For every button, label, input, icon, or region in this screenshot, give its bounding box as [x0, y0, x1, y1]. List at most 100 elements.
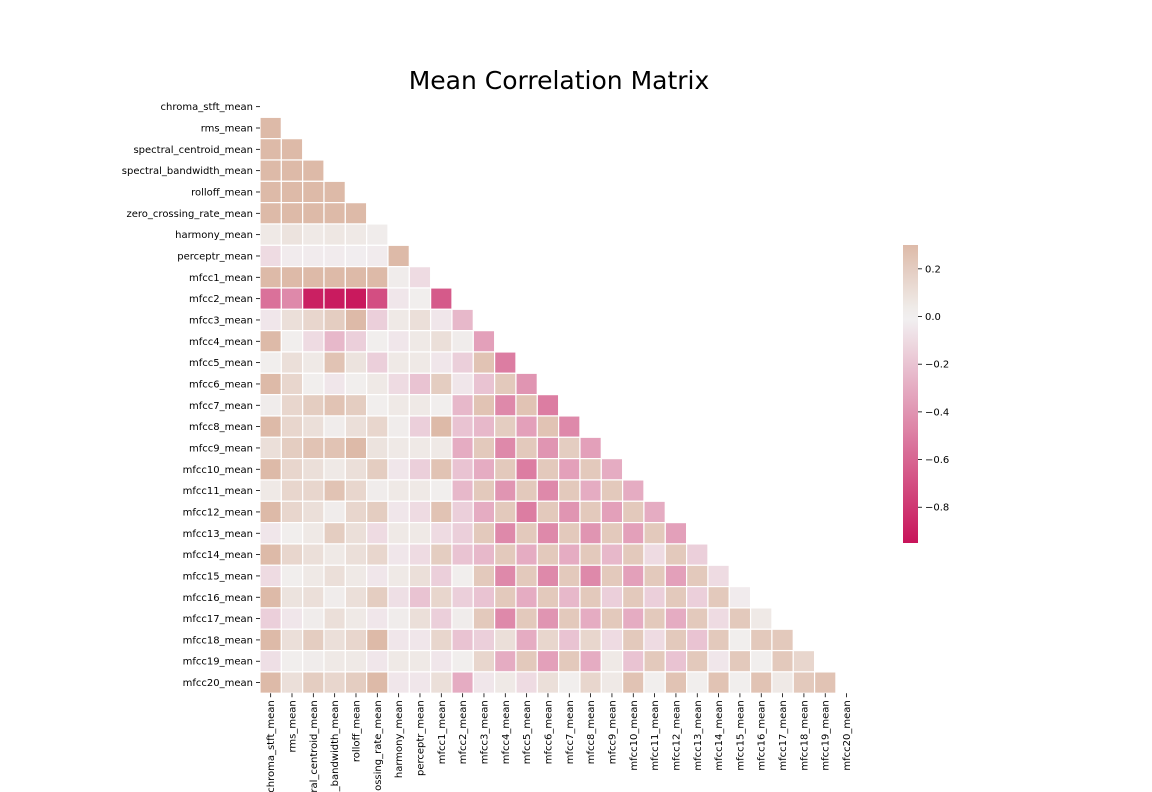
heatmap-cell: [259, 415, 282, 438]
heatmap-cell: [558, 415, 581, 438]
heatmap-cell: [579, 585, 602, 609]
heatmap-cell: [536, 436, 560, 460]
heatmap-cell: [302, 585, 325, 609]
heatmap-cell: [323, 628, 346, 652]
heatmap-cell: [259, 372, 282, 396]
heatmap-cell: [451, 372, 474, 396]
heatmap-cell: [302, 671, 325, 694]
heatmap-cell: [366, 351, 389, 374]
colorbar-tick-label: −0.4: [925, 407, 949, 418]
heatmap-cell: [685, 628, 709, 652]
heatmap-cell: [451, 394, 474, 417]
heatmap-cell: [558, 607, 581, 630]
heatmap-cell: [408, 308, 432, 332]
heatmap-cell: [600, 564, 624, 588]
y-tick-label: spectral_centroid_mean: [133, 145, 253, 156]
heatmap-cell: [536, 500, 560, 524]
heatmap-cell: [643, 649, 666, 673]
heatmap-cell: [259, 159, 282, 182]
x-tick-label: mfcc8_mean: [586, 700, 597, 764]
heatmap-cell: [494, 479, 517, 502]
heatmap-cell: [259, 436, 282, 460]
heatmap-cell: [430, 308, 453, 332]
heatmap-cell: [771, 649, 794, 673]
heatmap-cell: [259, 351, 282, 374]
heatmap-cell: [387, 394, 410, 417]
heatmap-cell: [515, 372, 538, 396]
heatmap-cell: [259, 180, 282, 204]
y-tick-label: mfcc3_mean: [189, 315, 253, 326]
x-tick-label: rolloff_mean: [351, 700, 362, 762]
heatmap-cell: [280, 351, 304, 374]
x-tick-label: mfcc16_mean: [757, 700, 768, 770]
y-tick-label: mfcc4_mean: [189, 337, 253, 348]
y-tick-label: zero_crossing_rate_mean: [127, 209, 253, 220]
heatmap-cell: [302, 308, 325, 332]
heatmap-cell: [515, 394, 538, 417]
heatmap-cell: [494, 500, 517, 524]
heatmap-cell: [643, 500, 666, 524]
heatmap-cells: [259, 116, 837, 694]
colorbar-tick-label: −0.2: [925, 360, 949, 371]
heatmap-cell: [728, 628, 752, 652]
x-tick-label: rms_mean: [288, 700, 299, 752]
heatmap-cell: [280, 202, 304, 225]
x-tick-label: mfcc1_mean: [437, 700, 448, 764]
y-tick-label: chroma_stft_mean: [161, 102, 253, 113]
heatmap-cell: [302, 372, 325, 396]
heatmap-cell: [259, 330, 282, 353]
y-tick-label: mfcc10_mean: [183, 465, 253, 476]
x-tick-labels: chroma_stft_mean rms_mean ral_centroid_mea…: [266, 693, 853, 792]
heatmap-cell: [728, 671, 752, 694]
heatmap-cell: [515, 521, 538, 545]
heatmap-cell: [259, 564, 282, 588]
heatmap-cell: [494, 394, 517, 417]
heatmap-cell: [323, 351, 346, 374]
x-tick-label: mfcc9_mean: [607, 700, 618, 764]
heatmap-cell: [536, 394, 560, 417]
heatmap-cell: [472, 351, 496, 374]
heatmap-cell: [302, 479, 325, 502]
heatmap-cell: [408, 543, 432, 566]
heatmap-cell: [259, 223, 282, 246]
heatmap-cell: [323, 202, 346, 225]
y-tick-label: rolloff_mean: [191, 187, 253, 198]
heatmap-cell: [366, 585, 389, 609]
heatmap-cell: [664, 564, 688, 588]
heatmap-cell: [259, 116, 282, 140]
heatmap-cell: [408, 458, 432, 481]
heatmap-cell: [558, 436, 581, 460]
heatmap-cell: [430, 521, 453, 545]
heatmap-cell: [259, 649, 282, 673]
heatmap-cell: [494, 436, 517, 460]
heatmap-cell: [472, 479, 496, 502]
heatmap-cell: [302, 202, 325, 225]
heatmap-cell: [302, 564, 325, 588]
heatmap-cell: [430, 436, 453, 460]
heatmap-cell: [259, 244, 282, 268]
heatmap-cell: [579, 543, 602, 566]
heatmap-cell: [344, 330, 368, 353]
heatmap-cell: [387, 436, 410, 460]
heatmap-cell: [707, 585, 730, 609]
x-tick-label: mfcc7_mean: [565, 700, 576, 764]
heatmap-cell: [344, 415, 368, 438]
heatmap-cell: [259, 202, 282, 225]
heatmap-cell: [579, 521, 602, 545]
heatmap-cell: [430, 415, 453, 438]
y-tick-label: mfcc8_mean: [189, 422, 253, 433]
heatmap-cell: [408, 628, 432, 652]
heatmap-cell: [344, 671, 368, 694]
heatmap-cell: [664, 649, 688, 673]
heatmap-cell: [280, 287, 304, 310]
x-tick-label: ral_centroid_mean: [309, 700, 320, 792]
y-tick-label: mfcc7_mean: [189, 401, 253, 412]
heatmap-cell: [558, 628, 581, 652]
heatmap-cell: [344, 202, 368, 225]
heatmap-cell: [664, 607, 688, 630]
heatmap-cell: [515, 628, 538, 652]
heatmap-cell: [515, 458, 538, 481]
heatmap-cell: [430, 628, 453, 652]
y-tick-label: mfcc11_mean: [183, 486, 253, 497]
heatmap-cell: [622, 628, 645, 652]
